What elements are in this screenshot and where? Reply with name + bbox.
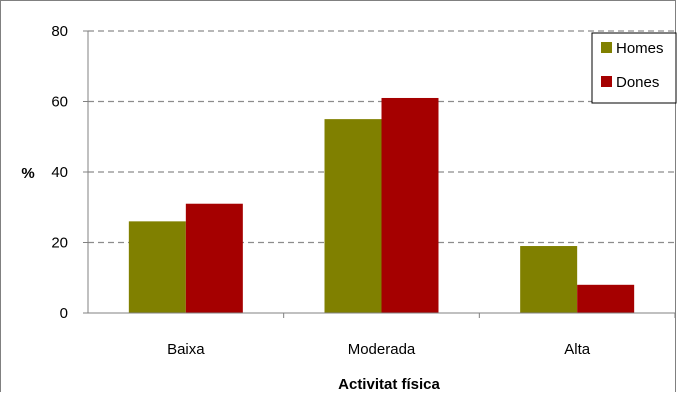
x-axis-ticks: Baixa Moderada Alta xyxy=(167,313,676,358)
bar-dones-baixa xyxy=(185,203,243,313)
x-tick-label: Moderada xyxy=(348,341,416,358)
y-tick-label: 40 xyxy=(51,164,68,181)
y-axis-ticks: 0 20 40 60 80 xyxy=(51,23,88,322)
y-tick-label: 80 xyxy=(51,23,68,40)
legend-swatch-homes xyxy=(601,42,612,53)
legend-label-homes: Homes xyxy=(616,40,664,57)
bar-homes-moderada xyxy=(324,119,382,313)
x-tick-label: Baixa xyxy=(167,341,205,358)
legend: Homes Dones xyxy=(591,32,677,104)
y-tick-label: 0 xyxy=(60,305,68,322)
bars xyxy=(128,97,635,313)
bar-dones-moderada xyxy=(381,97,439,313)
legend-swatch-dones xyxy=(601,76,612,87)
bar-homes-alta xyxy=(520,246,578,313)
y-axis-label: % xyxy=(21,165,34,182)
bar-dones-alta xyxy=(577,284,635,313)
y-tick-label: 20 xyxy=(51,235,68,252)
x-axis-label: Activitat física xyxy=(338,376,440,393)
bar-homes-baixa xyxy=(128,221,186,313)
y-tick-label: 60 xyxy=(51,94,68,111)
legend-label-dones: Dones xyxy=(616,74,659,91)
x-tick-label: Alta xyxy=(564,341,591,358)
